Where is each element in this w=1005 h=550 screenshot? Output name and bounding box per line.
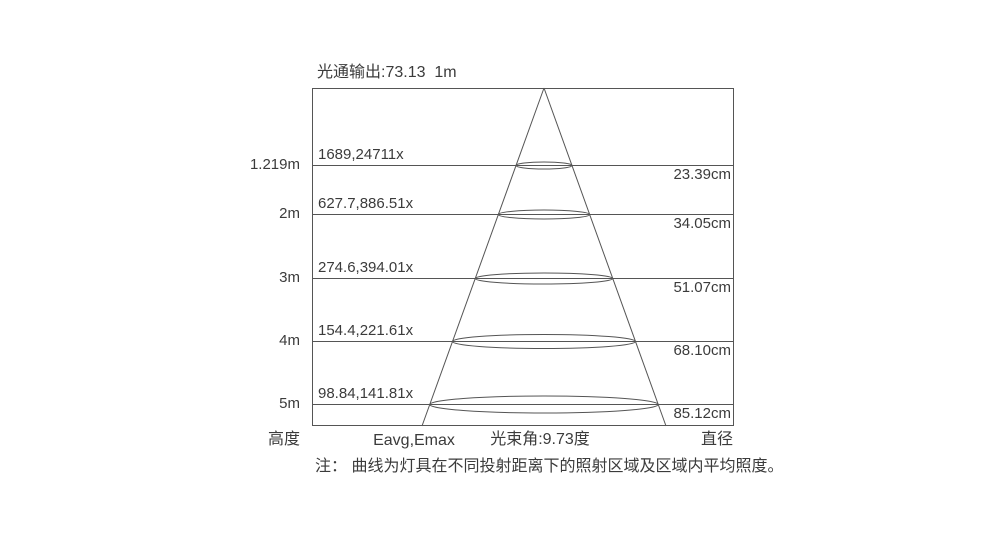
diameter-label: 34.05cm <box>673 215 731 232</box>
diameter-label: 85.12cm <box>673 405 731 422</box>
illuminance-label: 274.6,394.01x <box>318 259 414 276</box>
height-label: 4m <box>279 332 300 349</box>
illuminance-label: 1689,24711x <box>318 146 404 163</box>
axis-label-height: 高度 <box>267 431 300 448</box>
diameter-label: 51.07cm <box>673 279 731 296</box>
illuminance-label: 627.7,886.51x <box>318 195 414 212</box>
diameter-label: 68.10cm <box>673 342 731 359</box>
height-label: 2m <box>279 205 300 222</box>
height-label: 5m <box>279 395 300 412</box>
cone-left-edge <box>421 87 545 427</box>
height-label: 1.219m <box>249 156 300 173</box>
note-text: 注： 曲线为灯具在不同投射距离下的照射区域及区域内平均照度。 <box>315 458 784 475</box>
height-label: 3m <box>279 269 300 286</box>
cone-right-edge <box>543 87 667 427</box>
luminous-flux-title: 光通输出:73.13 1m <box>317 64 457 81</box>
diagram-frame <box>312 88 734 426</box>
illuminance-label: 98.84,141.81x <box>318 385 414 402</box>
axis-label-eavg-emax: Eavg,Emax <box>373 432 455 449</box>
beam-angle-label: 光束角:9.73度 <box>490 431 590 448</box>
illuminance-label: 154.4,221.61x <box>318 322 414 339</box>
diameter-label: 23.39cm <box>673 166 731 183</box>
axis-label-diameter: 直径 <box>700 431 733 448</box>
